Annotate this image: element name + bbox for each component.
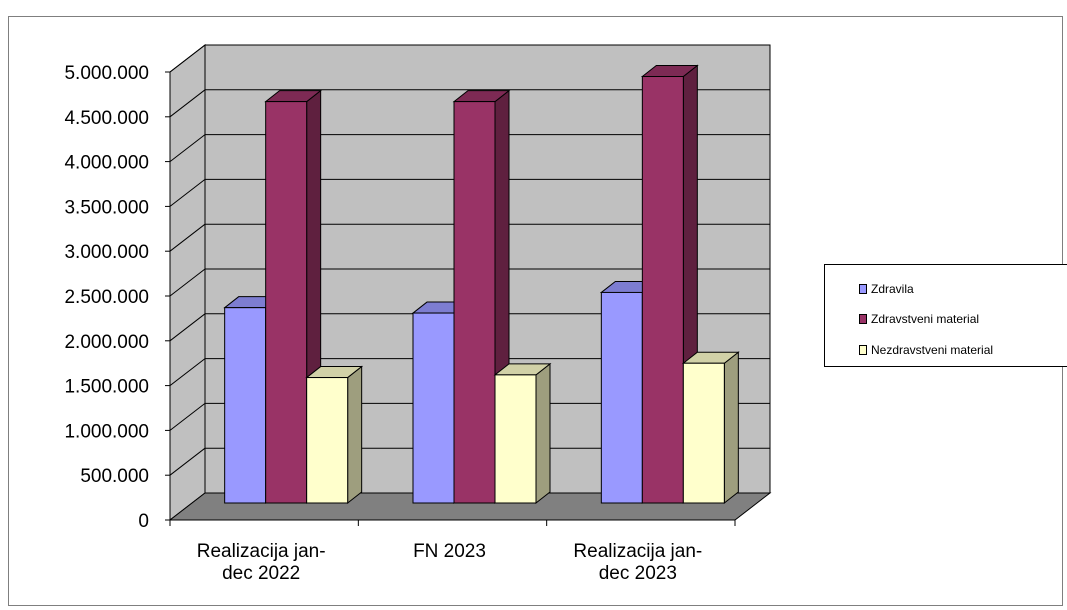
gridline-side [169, 223, 206, 252]
legend: Zdravila Zdravstveni material Nezdravstv… [824, 264, 1067, 367]
gridline-side [169, 447, 206, 476]
y-tick-label: 2.500.000 [64, 287, 149, 308]
y-tick-label: 0 [138, 511, 149, 532]
legend-label-nezdravstveni-material: Nezdravstveni material [871, 343, 994, 357]
x-tick-label: Realizacija jan- [197, 541, 326, 562]
gridline-side [169, 313, 206, 342]
y-tick-label: 3.500.000 [64, 197, 149, 218]
y-tick-label: 1.500.000 [64, 377, 149, 398]
y-tick-label: 5.000.000 [64, 63, 149, 84]
y-tick-label: 500.000 [80, 466, 149, 487]
y-tick-label: 2.000.000 [64, 332, 149, 353]
bar-side [347, 365, 363, 505]
gridline-side [169, 134, 206, 162]
x-tick-label: dec 2022 [222, 563, 300, 584]
bar [453, 101, 496, 504]
legend-item-zdravstveni-material: Zdravstveni material [859, 312, 980, 326]
bar [265, 101, 308, 504]
bar [412, 312, 455, 504]
bar-side [535, 362, 551, 505]
gridline-side [169, 358, 206, 386]
bar [306, 377, 349, 504]
legend-item-nezdravstveni-material: Nezdravstveni material [859, 343, 994, 357]
gridline-side [169, 89, 206, 118]
x-tick-label: dec 2023 [599, 563, 677, 584]
legend-swatch-nezdravstveni-material [859, 345, 867, 355]
gridline-side [169, 179, 206, 207]
y-tick-label: 3.000.000 [64, 242, 149, 263]
gridline-side [169, 403, 206, 431]
gridline-side [169, 268, 206, 297]
x-tick-label: FN 2023 [413, 541, 486, 562]
legend-label-zdravila: Zdravila [871, 282, 914, 296]
legend-swatch-zdravstveni-material [859, 314, 867, 324]
y-tick-label: 4.500.000 [64, 108, 149, 129]
bar [224, 307, 267, 504]
gridline-side [169, 44, 206, 73]
y-tick-label: 1.000.000 [64, 421, 149, 442]
y-tick-label: 4.000.000 [64, 153, 149, 174]
bar-side [723, 351, 739, 505]
legend-item-zdravila: Zdravila [859, 282, 914, 296]
legend-swatch-zdravila [859, 284, 867, 294]
bar [641, 76, 684, 504]
bar [682, 362, 725, 504]
x-tick-label: Realizacija jan- [573, 541, 702, 562]
bar [494, 374, 537, 504]
bar [600, 291, 643, 504]
legend-label-zdravstveni-material: Zdravstveni material [871, 312, 980, 326]
